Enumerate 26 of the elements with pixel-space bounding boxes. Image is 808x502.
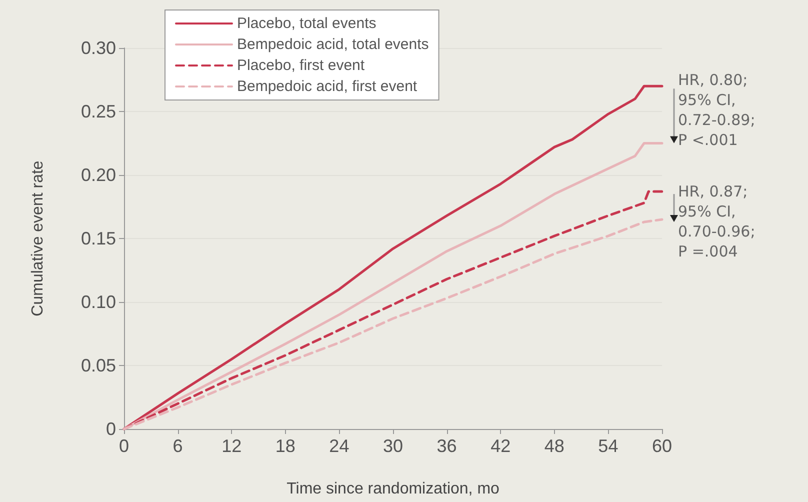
x-tick-label: 18 bbox=[275, 436, 296, 456]
y-tick-label: 0.20 bbox=[80, 165, 116, 185]
x-tick-label: 54 bbox=[598, 436, 618, 456]
legend-label: Bempedoic acid, first event bbox=[237, 78, 418, 95]
y-tick-label: 0.10 bbox=[80, 292, 116, 312]
x-tick-label: 6 bbox=[172, 436, 183, 456]
legend-label: Bempedoic acid, total events bbox=[237, 36, 429, 53]
text: HR, 0.87; 95% CI, 0.70-0.96; P =.004 bbox=[678, 182, 756, 261]
legend-label: Placebo, total events bbox=[237, 15, 376, 32]
y-tick-label: 0.25 bbox=[80, 102, 116, 122]
legend-label: Placebo, first event bbox=[237, 57, 366, 74]
y-axis-title: Cumulative event rate bbox=[30, 160, 46, 316]
y-tick-label: 0.15 bbox=[80, 228, 116, 248]
x-axis-title: Time since randomization, mo bbox=[286, 480, 500, 498]
text: HR, 0.80; 95% CI, 0.72-0.89; P <.001 bbox=[678, 70, 756, 149]
x-tick-label: 0 bbox=[118, 436, 130, 456]
x-tick-label: 36 bbox=[436, 436, 457, 456]
y-tick-label: 0 bbox=[106, 419, 116, 439]
x-tick-label: 30 bbox=[382, 436, 404, 456]
y-tick-label: 0.30 bbox=[80, 38, 116, 58]
x-tick-label: 60 bbox=[652, 436, 672, 456]
x-tick-label: 24 bbox=[329, 436, 350, 456]
x-tick-label: 42 bbox=[490, 436, 511, 456]
x-tick-label: 48 bbox=[544, 436, 564, 456]
y-tick-label: 0.05 bbox=[80, 356, 116, 376]
x-tick-label: 12 bbox=[222, 436, 242, 456]
